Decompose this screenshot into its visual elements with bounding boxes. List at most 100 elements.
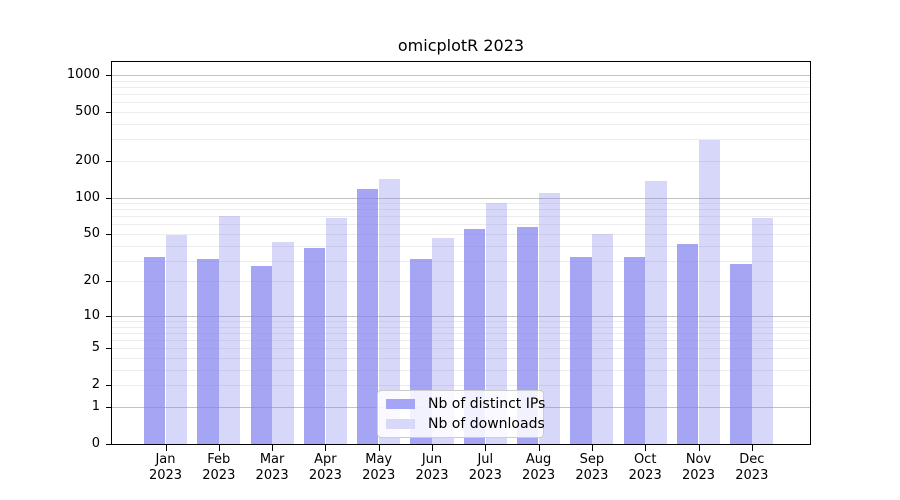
bar-distinct-ips-mar [250,266,272,444]
x-tick-label-year: 2023 [735,468,769,483]
x-tick-mark [751,445,753,451]
legend-swatch-distinct-ips-icon [386,399,415,409]
plot-area [111,61,811,445]
minor-gridline [112,245,810,247]
x-tick-label: Apr 2023 [298,452,352,484]
legend: Nb of distinct IPs Nb of downloads [377,390,546,438]
x-tick-label-year: 2023 [522,468,556,483]
x-tick-label-month: Mar [259,452,285,467]
minor-gridline [112,358,810,359]
legend-swatch-downloads-icon [386,419,415,429]
bar-downloads-aug [538,193,561,444]
minor-gridline [112,224,810,226]
x-tick-label-month: Oct [633,452,657,467]
x-tick-label: Feb 2023 [192,452,246,484]
bar-distinct-ips-oct [623,257,645,444]
bar-distinct-ips-dec [730,264,752,444]
x-tick-label-month: Jun [421,452,443,467]
x-tick-label-year: 2023 [148,468,183,483]
y-tick-mark [106,234,112,235]
minor-gridline [112,348,810,350]
y-tick-mark [106,111,112,113]
minor-gridline [112,260,810,262]
bar-downloads-dec [752,217,774,444]
x-tick-mark [378,445,380,451]
minor-gridline [112,111,810,113]
minor-gridline [112,216,810,218]
minor-gridline [112,139,810,141]
x-tick-label-month: May [365,452,393,467]
bar-downloads-jul [485,203,507,444]
x-tick-mark [538,445,540,451]
x-tick-label-year: 2023 [202,468,236,483]
x-tick-label-month: Jul [477,452,494,467]
major-gridline [112,74,810,76]
bar-distinct-ips-apr [303,248,326,444]
x-tick-label: Nov 2023 [672,452,726,484]
x-tick-label-month: Aug [525,452,552,467]
minor-gridline [112,321,810,322]
minor-gridline [112,102,810,104]
x-tick-mark [485,445,487,451]
bar-downloads-nov [698,139,721,444]
bar-distinct-ips-may [357,189,379,444]
minor-gridline [112,80,810,82]
x-tick-label: Oct 2023 [618,452,672,484]
minor-gridline [112,160,810,162]
x-tick-label-month: Apr [314,452,337,467]
minor-gridline [112,281,810,283]
y-tick-mark [106,160,112,162]
x-tick-label: May 2023 [352,452,406,484]
x-tick-label-year: 2023 [468,468,502,483]
x-tick-label-year: 2023 [255,468,289,483]
legend-label: Nb of distinct IPs [428,396,546,412]
y-tick-label: 200 [75,152,100,168]
x-tick-mark [272,445,274,451]
x-tick-label-year: 2023 [681,468,716,483]
y-tick-mark [106,385,112,387]
minor-gridline [112,332,810,334]
x-tick-mark [698,445,700,451]
x-tick-label-month: Dec [739,452,765,467]
major-gridline [112,197,810,199]
bar-downloads-may [378,178,401,444]
y-tick-mark [106,348,112,350]
y-tick-mark [106,315,112,317]
x-tick-mark [591,445,593,451]
x-tick-label-year: 2023 [362,468,396,483]
x-tick-label-year: 2023 [575,468,609,483]
x-tick-mark [325,445,327,451]
x-tick-label: Jun 2023 [405,452,459,484]
bar-distinct-ips-jan [143,257,166,444]
y-tick-label: 50 [83,226,100,241]
minor-gridline [112,86,810,88]
y-tick-mark [106,444,112,445]
bar-distinct-ips-feb [197,258,219,444]
legend-label: Nb of downloads [428,416,545,432]
major-gridline [112,315,810,317]
y-tick-label: 2 [91,377,100,393]
bar-distinct-ips-nov [676,244,699,444]
legend-item-distinct-ips: Nb of distinct IPs [378,394,546,414]
x-tick-label: Jul 2023 [458,452,512,484]
y-tick-label: 10 [83,307,100,323]
minor-gridline [112,385,810,387]
bar-distinct-ips-sep [570,257,592,444]
x-tick-label-month: Feb [207,452,231,467]
minor-gridline [112,369,810,371]
minor-gridline [112,326,810,328]
minor-gridline [112,209,810,211]
x-tick-label-year: 2023 [415,468,449,483]
bar-distinct-ips-aug [517,227,539,444]
y-tick-mark [106,74,112,76]
y-tick-label: 1000 [66,66,100,82]
x-tick-label: Aug 2023 [512,452,566,484]
bar-downloads-feb [219,216,241,444]
y-tick-label: 20 [83,273,100,289]
x-tick-mark [165,445,167,451]
bar-downloads-oct [645,180,667,444]
chart-title: omicplotR 2023 [397,36,525,55]
bar-downloads-sep [592,234,614,444]
bar-downloads-apr [325,217,347,444]
